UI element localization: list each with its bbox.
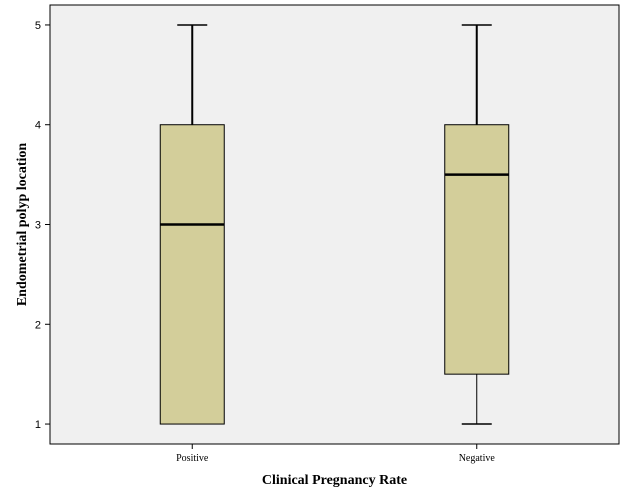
box-negative bbox=[444, 24, 510, 425]
box-series bbox=[159, 24, 510, 425]
x-tick-label: Negative bbox=[459, 453, 496, 464]
y-tick-label: 4 bbox=[35, 120, 41, 132]
y-tick-label: 5 bbox=[35, 20, 41, 32]
y-axis-title: Endometrial polyp location bbox=[15, 143, 30, 307]
x-axis-ticks: Positive Negative bbox=[176, 444, 495, 464]
y-tick-label: 1 bbox=[35, 419, 41, 431]
x-tick-label: Positive bbox=[176, 453, 209, 464]
box-positive bbox=[159, 24, 225, 425]
x-axis-title: Clinical Pregnancy Rate bbox=[262, 473, 407, 488]
y-axis-ticks: 1 2 3 4 5 bbox=[35, 20, 50, 431]
box-body bbox=[444, 124, 510, 375]
y-tick-label: 2 bbox=[35, 319, 41, 331]
y-tick-label: 3 bbox=[35, 220, 41, 232]
box-body bbox=[159, 124, 225, 425]
plot-area bbox=[49, 4, 620, 445]
